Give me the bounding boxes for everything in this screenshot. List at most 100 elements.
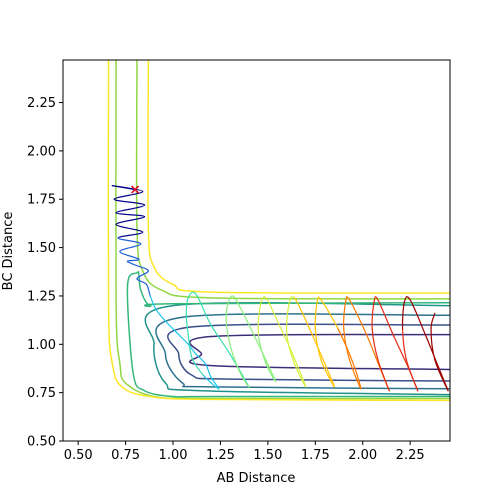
y-axis-label: BC Distance xyxy=(1,212,16,291)
trajectory-segment xyxy=(365,334,381,369)
trajectory-segment xyxy=(115,216,146,225)
trajectory-segment xyxy=(265,363,277,383)
trajectory-segment xyxy=(149,295,157,311)
trajectory-segment xyxy=(240,308,259,345)
contour-level-2 xyxy=(167,323,450,382)
trajectory-segment xyxy=(409,299,426,336)
trajectory-segment xyxy=(204,363,212,378)
contour-level-8 xyxy=(147,60,450,294)
trajectory-segment xyxy=(293,363,307,388)
x-tick-label: 0.50 xyxy=(64,448,93,463)
trajectory-segment xyxy=(191,357,204,376)
trajectory-segment xyxy=(195,293,212,326)
trajectory-segment xyxy=(210,324,231,355)
trajectory-segment xyxy=(134,264,149,272)
trajectory-segment xyxy=(278,324,294,355)
x-axis-ticks: 0.50 0.75 1.00 1.25 1.50 1.75 2.00 2.25 xyxy=(64,441,425,463)
trajectory-segment xyxy=(293,297,311,330)
trajectory-segment xyxy=(320,359,335,388)
trajectory-segment xyxy=(185,297,189,316)
trajectory-segment xyxy=(257,305,261,336)
trajectory-segment xyxy=(238,370,250,388)
trajectory-line xyxy=(111,185,449,392)
trajectory-segment xyxy=(113,190,144,200)
trajectory-segment xyxy=(231,295,242,311)
trajectory-segment xyxy=(285,305,290,336)
trajectory-segment xyxy=(117,231,144,239)
trajectory-segment xyxy=(434,359,449,392)
x-tick-label: 2.25 xyxy=(396,448,425,463)
trajectory-segment xyxy=(348,299,368,336)
start-marker-stroke xyxy=(131,185,140,194)
plot-background xyxy=(63,60,450,441)
trajectory-segment xyxy=(430,328,436,361)
start-marker xyxy=(131,185,140,194)
trajectory-segment xyxy=(373,296,379,303)
trajectory-segment xyxy=(345,296,351,303)
trajectory-segment xyxy=(286,334,296,365)
trajectory-segment xyxy=(113,198,146,206)
trajectory-segment xyxy=(377,299,394,336)
trajectory-segment xyxy=(403,296,411,303)
x-tick-label: 1.25 xyxy=(206,448,235,463)
trajectory-segment xyxy=(119,250,140,260)
trajectory-segment xyxy=(185,314,189,336)
trajectory-segment xyxy=(314,301,318,330)
contour-level-5 xyxy=(126,270,450,398)
trajectory-segment xyxy=(225,295,233,316)
trajectory-segment xyxy=(316,296,322,303)
trajectory-segment xyxy=(401,301,406,330)
trajectory-segment xyxy=(288,295,296,307)
trajectory-segment xyxy=(225,314,231,345)
trajectory-segment xyxy=(126,260,136,266)
trajectory-segment xyxy=(164,320,178,334)
trajectory-segment xyxy=(111,185,144,193)
contour-level-9 xyxy=(107,60,450,402)
trajectory-segment xyxy=(314,328,322,361)
trajectory-segment xyxy=(257,334,267,365)
trajectory-segment xyxy=(259,296,267,307)
trajectory-segment xyxy=(343,328,351,361)
trajectory-segment xyxy=(119,243,142,253)
trajectory-segment xyxy=(405,359,419,392)
y-axis-ticks: 0.50 0.75 1.00 1.25 1.50 1.75 2.00 2.25 xyxy=(27,96,63,450)
trajectory-segment xyxy=(377,359,390,392)
y-tick-label: 1.00 xyxy=(27,338,56,353)
trajectory-segment xyxy=(401,328,407,361)
contour-level-7 xyxy=(115,60,450,400)
trajectory-segment xyxy=(136,277,148,285)
trajectory-segment xyxy=(176,332,189,345)
trajectory-segment xyxy=(343,301,347,330)
x-axis-label: AB Distance xyxy=(217,471,296,486)
x-tick-label: 1.50 xyxy=(253,448,282,463)
x-tick-label: 1.75 xyxy=(301,448,330,463)
trajectory-segment xyxy=(320,299,339,330)
y-tick-label: 2.00 xyxy=(27,144,56,159)
x-tick-label: 0.75 xyxy=(111,448,140,463)
trajectory-segment xyxy=(187,334,193,359)
trajectory-segment xyxy=(115,212,146,218)
y-tick-label: 1.50 xyxy=(27,241,56,256)
contour-level-1 xyxy=(189,333,450,371)
trajectory-segment xyxy=(117,237,142,245)
y-tick-label: 2.25 xyxy=(27,96,56,111)
x-tick-label: 1.00 xyxy=(159,448,188,463)
x-tick-label: 2.00 xyxy=(348,448,377,463)
trajectory-segment xyxy=(229,343,241,372)
plot-frame xyxy=(62,59,451,442)
y-tick-label: 0.75 xyxy=(27,386,56,401)
trajectory-segment xyxy=(155,308,167,322)
trajectory-segment xyxy=(115,223,144,233)
trajectory-segment xyxy=(202,374,220,390)
trajectory-segment xyxy=(424,334,440,369)
contour-level-3 xyxy=(155,313,450,390)
y-tick-label: 1.25 xyxy=(27,289,56,304)
trajectory-segment xyxy=(392,334,409,369)
trajectory-segment xyxy=(187,291,197,299)
y-tick-label: 0.50 xyxy=(27,435,56,450)
trajectory-segment xyxy=(136,270,149,280)
trajectory-segment xyxy=(348,359,362,390)
trajectory-segment xyxy=(195,353,206,365)
y-tick-label: 1.75 xyxy=(27,193,56,208)
trajectory-segment xyxy=(371,301,375,330)
